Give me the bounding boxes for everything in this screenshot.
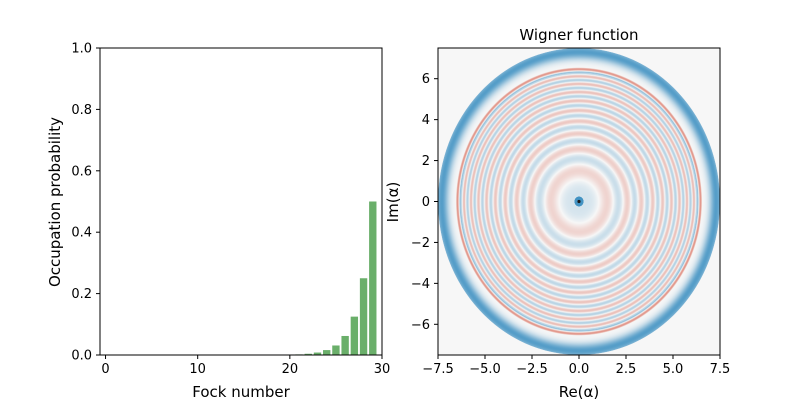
y-tick-label: 0.8: [71, 103, 92, 118]
bar: [359, 278, 368, 355]
x-tick-label: 5.0: [663, 362, 684, 377]
bar: [341, 335, 349, 355]
x-tick-label: −2.5: [516, 362, 548, 377]
wigner-xlabel: Re(α): [559, 383, 600, 400]
y-tick-label: −2: [411, 236, 430, 251]
bar-chart-y-ticks: 0.0 0.2 0.4 0.6 0.8 1.0: [71, 42, 100, 364]
bars-group: [286, 201, 377, 356]
bar-chart-x-ticks: 0 10 20 30: [101, 355, 390, 377]
x-tick-label: 7.5: [710, 362, 731, 377]
bar-chart: 0 10 20 30 0.0 0.2 0.4 0.6 0.8 1.0 Fock number O…: [46, 42, 390, 400]
wigner-title: Wigner function: [519, 26, 638, 44]
y-tick-label: −6: [411, 318, 430, 333]
x-tick-label: 0.0: [569, 362, 590, 377]
wigner-y-ticks: −6 −4 −2 0 2 4 6: [411, 72, 438, 333]
bar: [304, 353, 312, 355]
bar-chart-ylabel: Occupation probability: [46, 117, 64, 287]
bar-chart-frame: [99, 47, 383, 356]
bar: [313, 352, 322, 355]
x-tick-label: 20: [282, 362, 299, 377]
wigner-x-ticks: −7.5 −5.0 −2.5 0.0 2.5 5.0 7.5: [422, 355, 730, 377]
bar: [369, 201, 377, 355]
y-tick-label: −4: [411, 277, 430, 292]
bar: [323, 350, 331, 355]
y-tick-label: 0.0: [71, 349, 92, 364]
x-tick-label: −7.5: [422, 362, 454, 377]
y-tick-label: 0: [422, 195, 430, 210]
bar-chart-xlabel: Fock number: [192, 383, 290, 400]
x-tick-label: 2.5: [616, 362, 637, 377]
y-tick-label: 0.2: [71, 287, 92, 302]
wigner-center-dot: [577, 199, 581, 204]
wigner-ylabel: Im(α): [384, 182, 402, 223]
y-tick-label: 0.4: [71, 226, 92, 241]
y-tick-label: 6: [422, 72, 430, 87]
y-tick-label: 0.6: [71, 164, 92, 179]
x-tick-label: 0: [101, 362, 109, 377]
y-tick-label: 2: [422, 154, 430, 169]
x-tick-label: 30: [374, 362, 391, 377]
x-tick-label: 10: [189, 362, 206, 377]
y-tick-label: 1.0: [71, 42, 92, 57]
wigner-chart: −7.5 −5.0 −2.5 0.0 2.5 5.0 7.5 −6 −4 −2 0 2 4 6 Wign…: [384, 26, 730, 400]
x-tick-label: −5.0: [469, 362, 501, 377]
bar: [350, 316, 359, 356]
y-tick-label: 4: [422, 113, 430, 128]
bar: [332, 345, 340, 355]
